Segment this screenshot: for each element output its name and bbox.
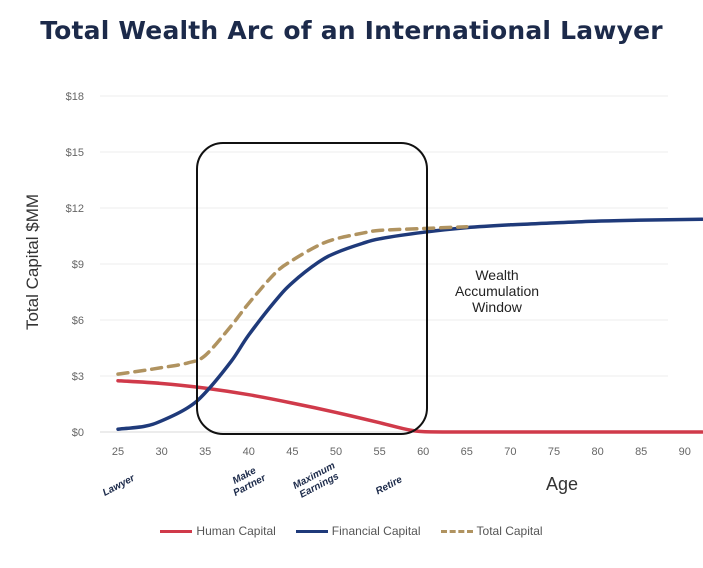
milestone-label: Retire — [374, 474, 405, 497]
y-tick-label: $3 — [72, 371, 84, 383]
y-tick-label: $9 — [72, 259, 84, 271]
series-line-total-capital — [116, 224, 469, 376]
y-tick-label: $12 — [66, 203, 84, 215]
y-tick-label: $15 — [66, 147, 84, 159]
x-tick-label: 25 — [112, 446, 124, 458]
x-tick-label: 85 — [635, 446, 647, 458]
wealth-window-label: Window — [472, 299, 523, 315]
legend-label-human-capital: Human Capital — [196, 524, 276, 538]
legend-item-human-capital: Human Capital — [160, 524, 276, 538]
legend-swatch-financial-capital — [295, 529, 328, 533]
x-tick-label: 70 — [504, 446, 516, 458]
chart-title: Total Wealth Arc of an International Law… — [40, 16, 663, 45]
series-line-financial-capital — [116, 217, 703, 431]
x-tick-label: 40 — [243, 446, 255, 458]
x-tick-label: 55 — [373, 446, 385, 458]
x-tick-label: 80 — [591, 446, 603, 458]
series-line-human-capital — [116, 378, 703, 434]
x-tick-label: 50 — [330, 446, 342, 458]
wealth-window-label: Wealth — [475, 267, 518, 283]
x-axis-label: Age — [546, 474, 579, 494]
wealth-window-box — [196, 142, 428, 435]
legend: Human Capital Financial Capital Total Ca… — [0, 524, 703, 538]
legend-item-financial-capital: Financial Capital — [295, 524, 421, 538]
x-tick-label: 45 — [286, 446, 298, 458]
x-tick-label: 90 — [679, 446, 691, 458]
y-tick-label: $0 — [72, 427, 84, 439]
x-tick-label: 75 — [548, 446, 560, 458]
legend-label-total-capital: Total Capital — [476, 524, 543, 538]
milestone-lawyer: Lawyer — [101, 472, 138, 498]
legend-label-financial-capital: Financial Capital — [331, 524, 421, 538]
y-tick-label: $18 — [66, 91, 84, 103]
wealth-window-label: Accumulation — [455, 283, 539, 299]
x-tick-label: 60 — [417, 446, 429, 458]
x-tick-label: 35 — [199, 446, 211, 458]
legend-swatch-total-capital — [440, 529, 473, 533]
legend-item-total-capital: Total Capital — [440, 524, 543, 538]
x-tick-label: 65 — [461, 446, 473, 458]
milestone-retire: Retire — [374, 474, 405, 497]
legend-swatch-human-capital — [160, 529, 193, 533]
milestone-label: Lawyer — [101, 472, 138, 498]
x-tick-label: 30 — [155, 446, 167, 458]
y-tick-label: $6 — [72, 315, 84, 327]
